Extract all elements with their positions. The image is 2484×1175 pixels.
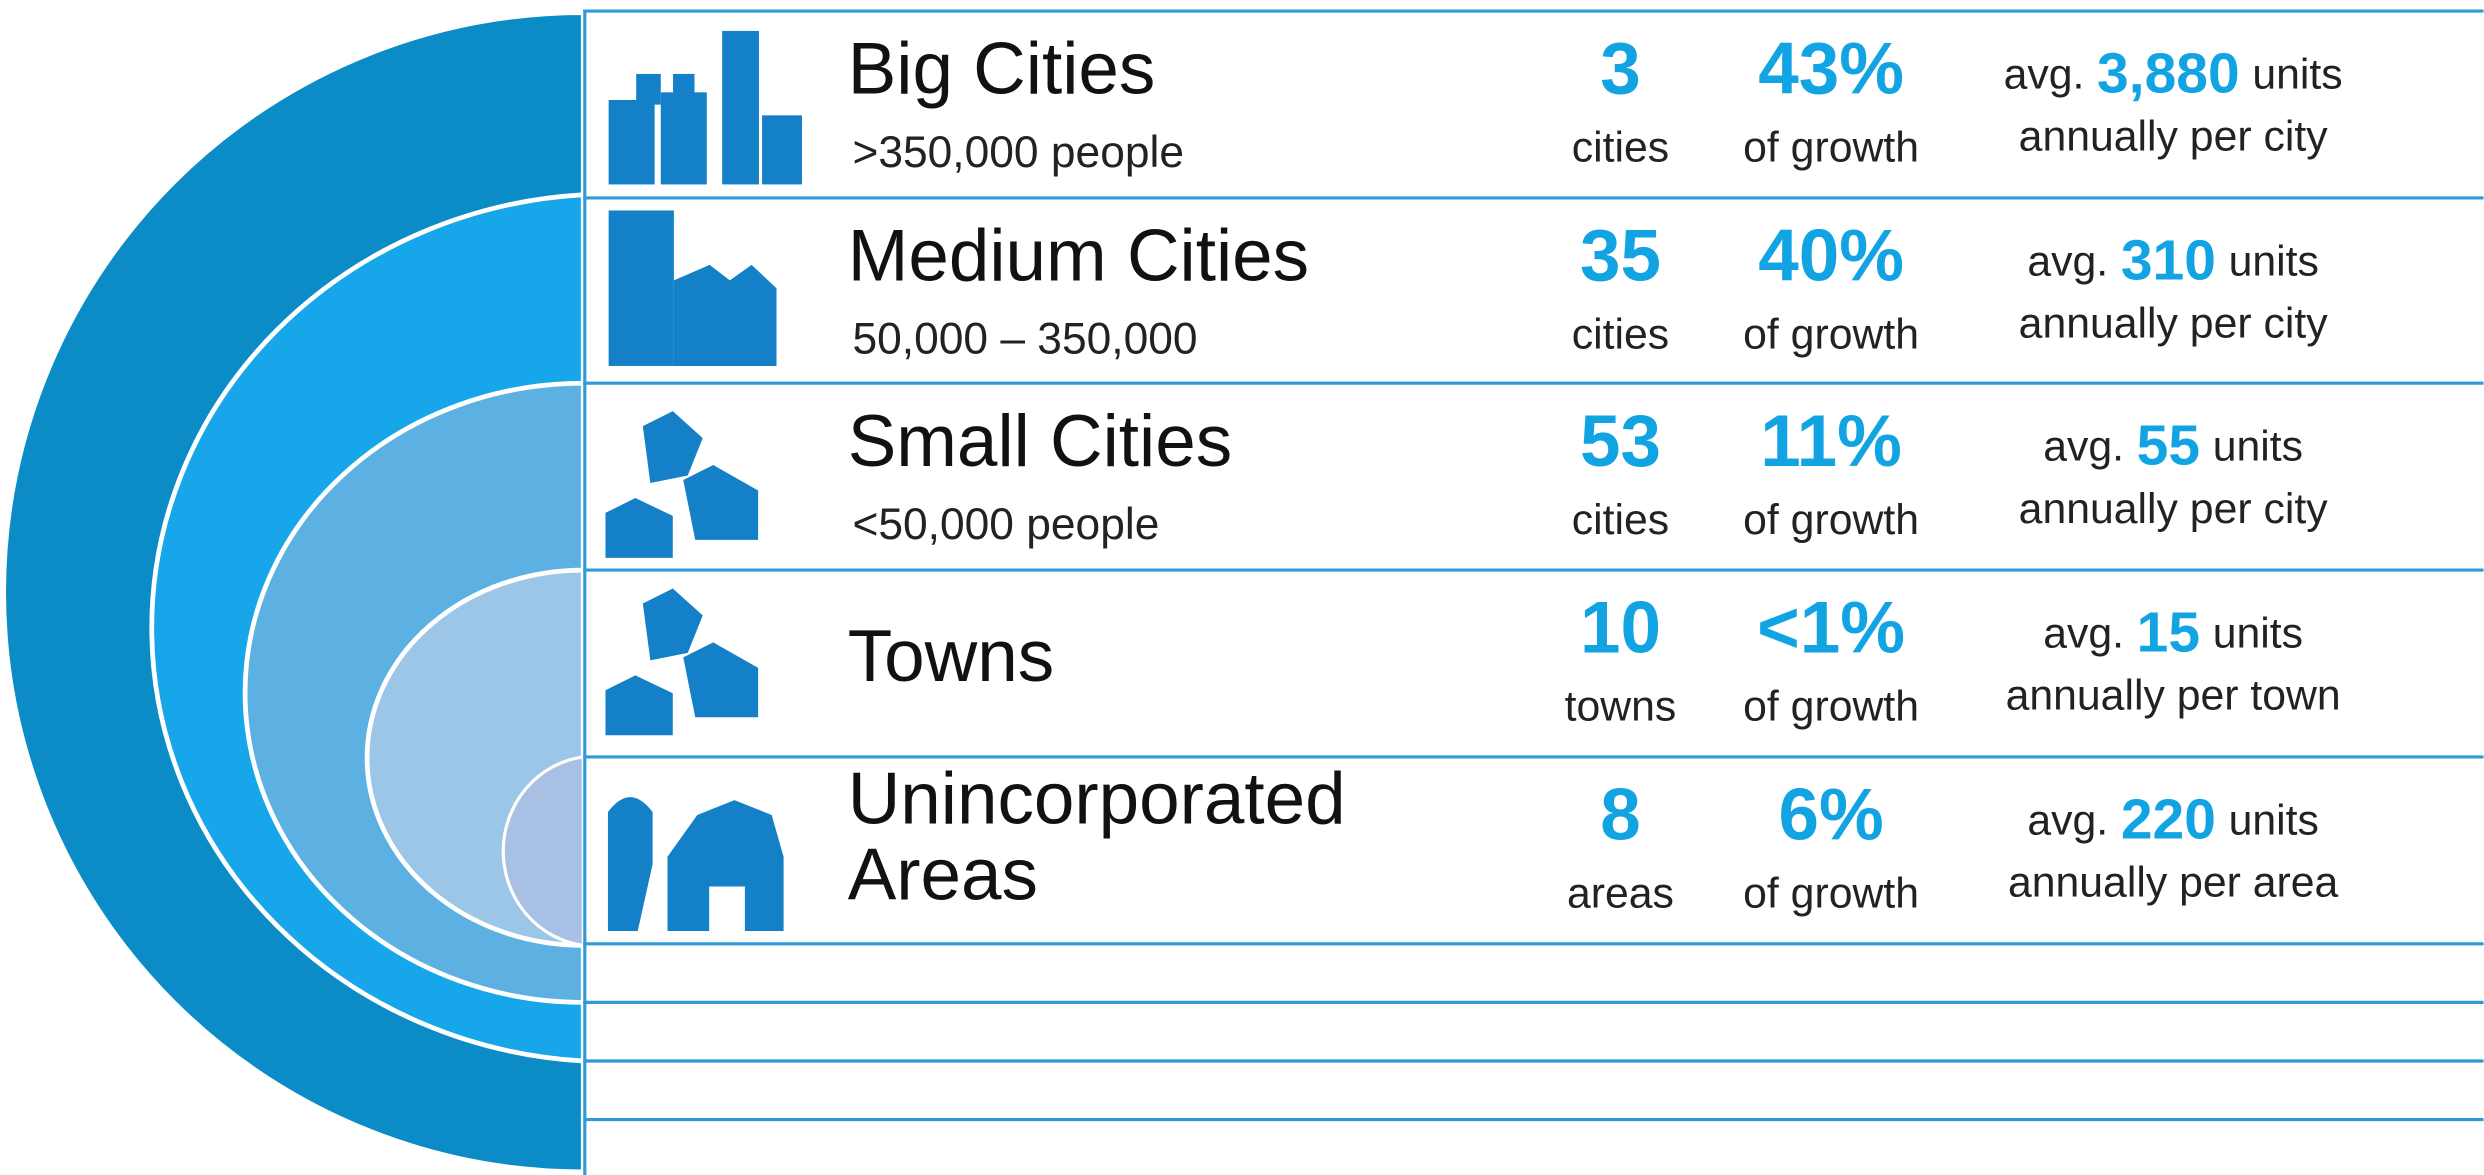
- icon-towns: [605, 588, 759, 736]
- avg-unit: units: [2229, 797, 2319, 845]
- count: 53: [1580, 401, 1661, 482]
- arc-unincorporated: [501, 755, 585, 948]
- row-title: Big Cities: [848, 29, 1156, 110]
- percent-label: of growth: [1743, 870, 1919, 918]
- row-title: Areas: [848, 835, 1038, 916]
- icon-unincorporated: [607, 797, 784, 932]
- row: Towns 10 towns <1% of growth avg. 15 units annua…: [848, 588, 2341, 731]
- avg-prefix: avg.: [2004, 51, 2085, 99]
- percent-label: of growth: [1743, 311, 1919, 359]
- count-label: cities: [1572, 124, 1669, 172]
- row: Small Cities <50,000 people 53 cities 11% of …: [848, 401, 2329, 549]
- icons: [605, 30, 802, 932]
- icon-medium-cities: [608, 210, 777, 366]
- icon-big-cities: [608, 30, 802, 185]
- percent: 40%: [1758, 216, 1904, 297]
- avg-suffix: annually per city: [2019, 485, 2329, 533]
- avg-suffix: annually per city: [2019, 300, 2329, 348]
- percent-label: of growth: [1743, 124, 1919, 172]
- count: 8: [1600, 775, 1641, 856]
- avg-unit: units: [2229, 238, 2319, 286]
- count: 10: [1580, 588, 1661, 669]
- avg-suffix: annually per town: [2006, 672, 2341, 720]
- avg-value: 55: [2137, 414, 2200, 478]
- row-title: Towns: [848, 616, 1054, 697]
- nested-arcs: [1, 10, 586, 1175]
- avg-unit: units: [2252, 51, 2342, 99]
- avg-value: 220: [2121, 788, 2216, 852]
- avg-prefix: avg.: [2043, 610, 2124, 658]
- avg-suffix: annually per city: [2019, 113, 2329, 161]
- avg-line: avg. 55 units: [2043, 414, 2303, 478]
- icon-small-cities: [605, 411, 759, 558]
- avg-unit: units: [2213, 423, 2303, 471]
- percent: <1%: [1757, 588, 1905, 669]
- avg-unit: units: [2213, 610, 2303, 658]
- avg-value: 310: [2121, 229, 2216, 293]
- percent-label: of growth: [1743, 496, 1919, 544]
- count: 3: [1600, 29, 1641, 110]
- row: Big Cities >350,000 people 3 cities 43% of gr…: [848, 29, 2343, 177]
- count-label: cities: [1572, 311, 1669, 359]
- row-subtitle: >350,000 people: [852, 128, 1184, 177]
- avg-line: avg. 310 units: [2027, 229, 2319, 293]
- row-title: Medium Cities: [848, 216, 1309, 297]
- row-title: Unincorporated: [848, 759, 1346, 840]
- avg-suffix: annually per area: [2008, 859, 2339, 907]
- count-label: cities: [1572, 496, 1669, 544]
- percent: 43%: [1758, 29, 1904, 110]
- avg-line: avg. 3,880 units: [2004, 42, 2343, 106]
- row-title: Small Cities: [848, 401, 1232, 482]
- count: 35: [1580, 216, 1661, 297]
- row: Medium Cities 50,000 – 350,000 35 cities 40%…: [848, 216, 2329, 364]
- row-subtitle: <50,000 people: [852, 500, 1159, 549]
- percent-label: of growth: [1743, 683, 1919, 731]
- avg-line: avg. 15 units: [2043, 601, 2303, 665]
- avg-prefix: avg.: [2027, 238, 2108, 286]
- percent: 6%: [1778, 775, 1883, 856]
- count-label: towns: [1565, 683, 1677, 731]
- avg-line: avg. 220 units: [2027, 788, 2319, 852]
- percent: 11%: [1760, 401, 1902, 482]
- count-label: areas: [1567, 870, 1674, 918]
- avg-prefix: avg.: [2043, 423, 2124, 471]
- rules: [583, 9, 2484, 1175]
- avg-value: 3,880: [2097, 42, 2240, 106]
- row-subtitle: 50,000 – 350,000: [852, 315, 1197, 364]
- avg-value: 15: [2137, 601, 2200, 665]
- avg-prefix: avg.: [2027, 797, 2108, 845]
